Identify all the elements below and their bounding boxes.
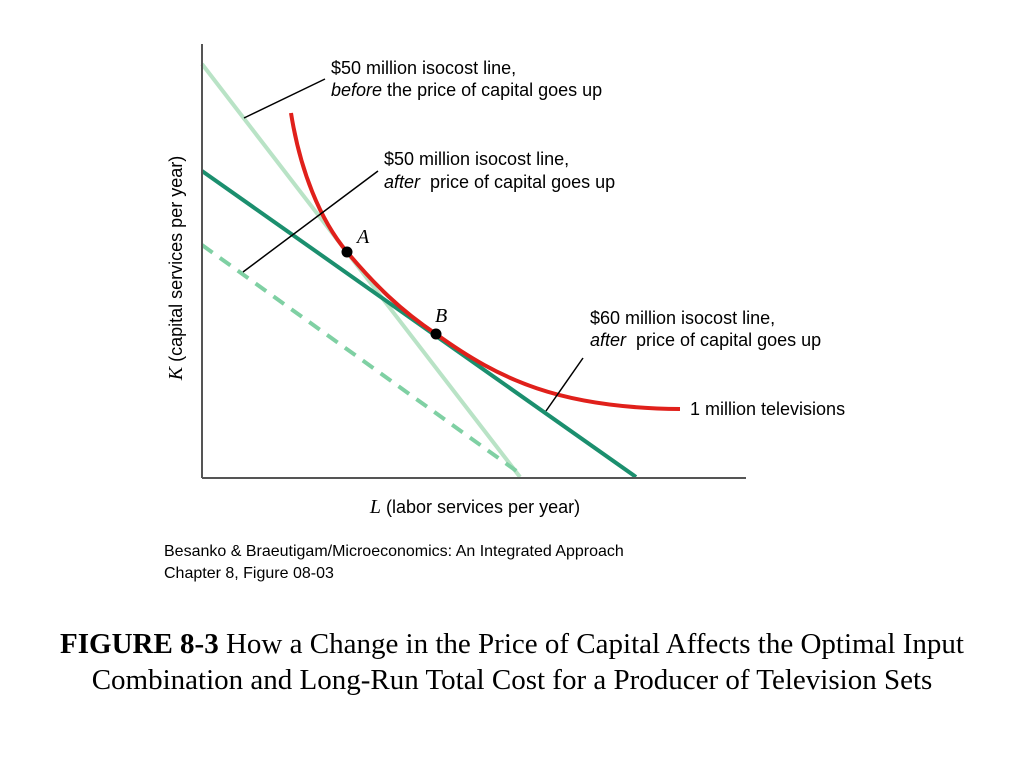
after50-line-label-1: $50 million isocost line,: [384, 149, 569, 169]
source-credit: Besanko & Braeutigam/Microeconomics: An …: [164, 541, 624, 585]
isocost-diagram: A B $50 million isocost line, before the…: [165, 44, 845, 518]
after60-line-label-1: $60 million isocost line,: [590, 308, 775, 328]
before-line-label-2: before the price of capital goes up: [331, 80, 602, 100]
point-a-marker: [341, 246, 353, 258]
leader-after-50: [242, 170, 379, 273]
x-axis-label: L (labor services per year): [369, 496, 580, 518]
point-b-label: B: [435, 305, 447, 327]
isoquant-label: 1 million televisions: [690, 399, 845, 419]
y-axis-label: K (capital services per year): [165, 156, 187, 381]
point-b-marker: [430, 328, 442, 340]
source-line-1: Besanko & Braeutigam/Microeconomics: An …: [164, 543, 624, 560]
leader-after-60: [545, 357, 584, 412]
leader-before: [243, 78, 326, 119]
point-a-label: A: [355, 226, 370, 248]
after60-line-label-2: after price of capital goes up: [590, 330, 821, 350]
after50-line-label-2: after price of capital goes up: [384, 172, 615, 192]
source-line-2: Chapter 8, Figure 08-03: [164, 565, 334, 582]
before-line-label-1: $50 million isocost line,: [331, 58, 516, 78]
figure-caption: FIGURE 8-3 How a Change in the Price of …: [30, 626, 994, 698]
figure-number: FIGURE 8-3: [60, 628, 219, 660]
figure-title: How a Change in the Price of Capital Aff…: [91, 628, 964, 696]
